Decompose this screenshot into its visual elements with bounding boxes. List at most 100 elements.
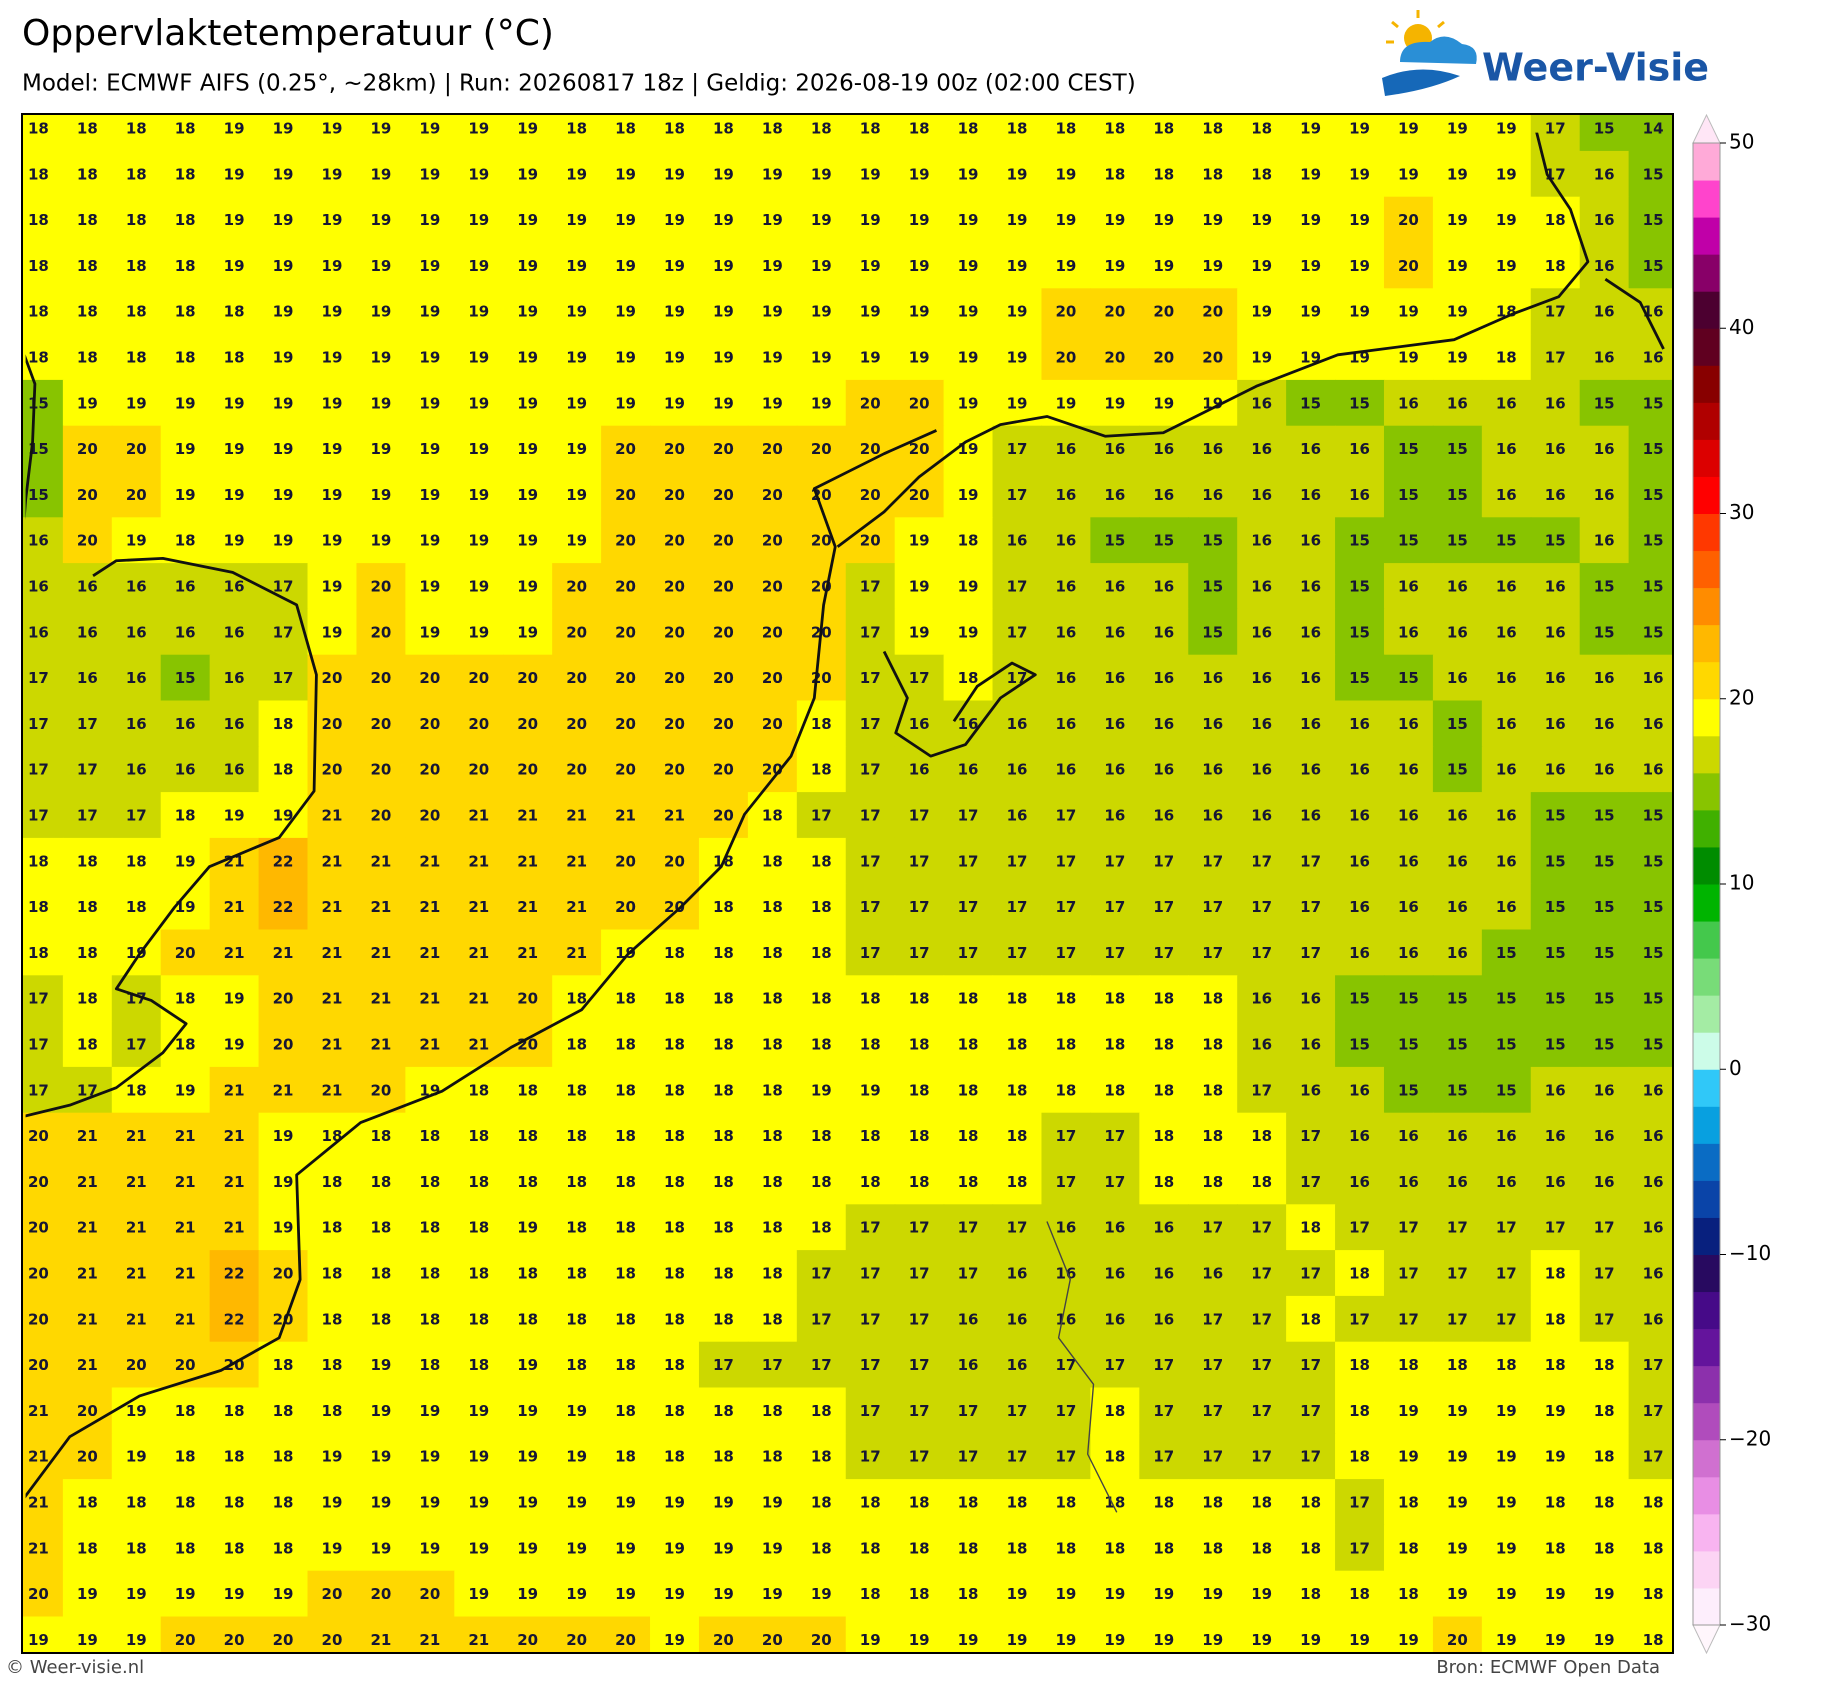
temperature-label: 15 xyxy=(1594,1036,1615,1054)
temperature-label: 17 xyxy=(28,1081,49,1099)
temperature-label: 19 xyxy=(1447,1585,1468,1603)
temperature-label: 17 xyxy=(28,761,49,779)
colorbar-band xyxy=(1693,995,1720,1033)
temperature-cell xyxy=(258,471,309,518)
temperature-label: 21 xyxy=(419,944,440,962)
temperature-label: 16 xyxy=(1300,715,1321,733)
temperature-label: 16 xyxy=(1055,532,1076,550)
temperature-label: 19 xyxy=(175,898,196,916)
temperature-cell xyxy=(1335,654,1385,702)
temperature-cell xyxy=(552,792,602,839)
temperature-label: 21 xyxy=(419,852,440,870)
temperature-cell xyxy=(1188,150,1238,198)
temperature-label: 17 xyxy=(1153,898,1174,916)
temperature-cell xyxy=(845,150,896,198)
temperature-label: 18 xyxy=(615,1356,636,1374)
temperature-label: 16 xyxy=(1349,486,1370,504)
temperature-label: 20 xyxy=(713,486,734,504)
temperature-label: 19 xyxy=(762,1539,783,1557)
temperature-label: 19 xyxy=(126,532,147,550)
colorbar-tick-label: 10 xyxy=(1729,871,1754,895)
temperature-label: 19 xyxy=(322,578,343,596)
temperature-label: 17 xyxy=(860,1265,881,1283)
temperature-label: 17 xyxy=(1153,1402,1174,1420)
temperature-cell xyxy=(1383,242,1434,289)
temperature-cell xyxy=(62,792,113,839)
temperature-label: 20 xyxy=(909,394,930,412)
temperature-label: 15 xyxy=(1496,1081,1517,1099)
temperature-label: 19 xyxy=(762,394,783,412)
temperature-cell xyxy=(698,608,749,656)
temperature-label: 16 xyxy=(1545,715,1566,733)
temperature-label: 15 xyxy=(1594,944,1615,962)
temperature-cell xyxy=(454,242,504,289)
temperature-label: 15 xyxy=(1545,807,1566,825)
temperature-label: 20 xyxy=(713,715,734,733)
temperature-label: 18 xyxy=(126,211,147,229)
temperature-label: 20 xyxy=(419,1585,440,1603)
temperature-label: 20 xyxy=(664,669,685,687)
temperature-cell xyxy=(1139,837,1189,885)
temperature-cell xyxy=(307,883,358,931)
temperature-label: 19 xyxy=(1251,1585,1272,1603)
temperature-cell xyxy=(1286,379,1336,427)
temperature-label: 16 xyxy=(224,669,245,687)
temperature-label: 19 xyxy=(468,578,489,596)
temperature-label: 18 xyxy=(860,120,881,138)
temperature-label: 19 xyxy=(1545,1585,1566,1603)
temperature-label: 16 xyxy=(1300,1036,1321,1054)
temperature-label: 19 xyxy=(1349,165,1370,183)
temperature-label: 18 xyxy=(175,257,196,275)
temperature-label: 15 xyxy=(1643,394,1664,412)
temperature-label: 18 xyxy=(664,1310,685,1328)
temperature-label: 19 xyxy=(1251,1631,1272,1649)
temperature-cell xyxy=(1090,150,1140,198)
temperature-label: 16 xyxy=(1300,532,1321,550)
temperature-cell xyxy=(796,837,847,885)
temperature-cell xyxy=(1041,837,1091,885)
temperature-cell xyxy=(160,883,211,931)
temperature-cell xyxy=(111,608,162,656)
temperature-cell xyxy=(111,425,162,473)
temperature-cell xyxy=(601,608,651,656)
temperature-label: 18 xyxy=(1153,1173,1174,1191)
temperature-label: 16 xyxy=(1447,1173,1468,1191)
temperature-label: 19 xyxy=(958,578,979,596)
temperature-cell xyxy=(992,471,1043,518)
temperature-cell xyxy=(405,746,455,793)
temperature-label: 20 xyxy=(224,1631,245,1649)
temperature-label: 16 xyxy=(1545,1081,1566,1099)
temperature-label: 18 xyxy=(77,211,98,229)
temperature-label: 21 xyxy=(419,898,440,916)
temperature-label: 19 xyxy=(273,1127,294,1145)
temperature-cell xyxy=(1628,654,1673,702)
temperature-label: 18 xyxy=(1055,1036,1076,1054)
temperature-cell xyxy=(209,608,260,656)
temperature-cell xyxy=(1530,196,1581,244)
temperature-label: 20 xyxy=(615,440,636,458)
temperature-cell xyxy=(258,563,309,610)
temperature-label: 16 xyxy=(1202,807,1223,825)
temperature-cell xyxy=(1530,517,1581,564)
temperature-cell xyxy=(1383,196,1434,244)
temperature-label: 21 xyxy=(126,1127,147,1145)
colorbar-tick-label: −10 xyxy=(1729,1241,1771,1265)
temperature-cell xyxy=(992,746,1043,793)
temperature-label: 20 xyxy=(909,486,930,504)
temperature-label: 20 xyxy=(370,578,391,596)
temperature-label: 18 xyxy=(958,1081,979,1099)
temperature-label: 15 xyxy=(1398,486,1419,504)
temperature-label: 19 xyxy=(762,257,783,275)
temperature-label: 21 xyxy=(77,1265,98,1283)
temperature-cell xyxy=(503,654,553,702)
temperature-label: 17 xyxy=(1007,1402,1028,1420)
temperature-cell xyxy=(307,563,358,610)
temperature-label: 19 xyxy=(224,1585,245,1603)
temperature-label: 21 xyxy=(28,1494,49,1512)
temperature-label: 20 xyxy=(370,1585,391,1603)
temperature-label: 20 xyxy=(615,486,636,504)
temperature-label: 18 xyxy=(713,1310,734,1328)
temperature-cell xyxy=(1530,425,1581,473)
temperature-label: 19 xyxy=(860,303,881,321)
temperature-cell xyxy=(1237,654,1287,702)
